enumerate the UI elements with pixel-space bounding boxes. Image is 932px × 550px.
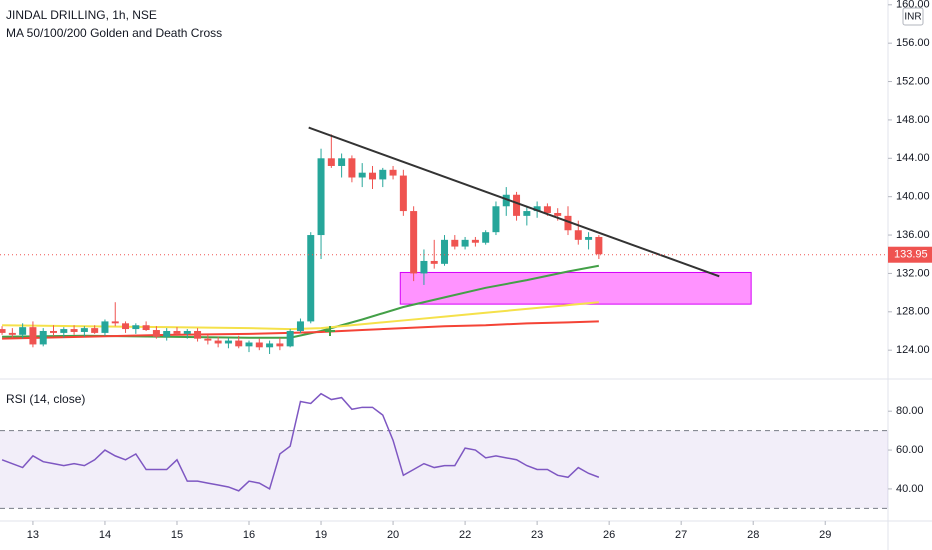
x-tick-label: 29 bbox=[819, 529, 831, 541]
y-tick-label: 60.00 bbox=[896, 444, 924, 456]
x-tick-label: 16 bbox=[243, 529, 255, 541]
candle-body bbox=[523, 211, 531, 216]
candle-body bbox=[163, 330, 171, 337]
x-tick-label: 22 bbox=[459, 529, 471, 541]
y-tick-label: 160.00 bbox=[896, 0, 930, 11]
candle-body bbox=[286, 330, 294, 347]
moving-average bbox=[2, 301, 599, 331]
candle-body bbox=[502, 194, 510, 207]
candle-body bbox=[111, 321, 119, 324]
candle-body bbox=[101, 321, 109, 333]
candle-body bbox=[389, 169, 397, 176]
last-price-box bbox=[888, 246, 932, 263]
y-tick-label: 136.00 bbox=[896, 229, 930, 241]
candle-body bbox=[50, 330, 58, 333]
x-tick-label: 28 bbox=[747, 529, 759, 541]
y-tick-label: 80.00 bbox=[896, 405, 924, 417]
candle-body bbox=[142, 325, 150, 331]
candle-body bbox=[255, 342, 263, 348]
candle-body bbox=[8, 332, 16, 335]
y-tick-label: 152.00 bbox=[896, 75, 930, 87]
candle-body bbox=[19, 327, 27, 335]
y-tick-label: 140.00 bbox=[896, 191, 930, 203]
x-tick-label: 27 bbox=[675, 529, 687, 541]
candle-body bbox=[39, 330, 47, 345]
candle-body bbox=[513, 194, 521, 216]
x-tick-label: 15 bbox=[171, 529, 183, 541]
candle-body bbox=[173, 330, 181, 334]
candle-body bbox=[358, 172, 366, 178]
candle-body bbox=[348, 158, 356, 178]
candle-body bbox=[183, 330, 191, 334]
candle-body bbox=[451, 239, 459, 247]
candle-body bbox=[585, 236, 593, 240]
support-zone bbox=[399, 271, 752, 305]
candle-body bbox=[91, 328, 99, 333]
candle-body bbox=[327, 158, 335, 166]
chart-title: JINDAL DRILLING, 1h, NSE bbox=[6, 8, 157, 22]
candle-body bbox=[338, 158, 346, 166]
candle-body bbox=[245, 342, 253, 347]
candle-body bbox=[492, 206, 500, 233]
candle-body bbox=[533, 206, 541, 212]
candle-body bbox=[430, 260, 438, 264]
candle-body bbox=[471, 239, 479, 243]
last-price-label: 133.95 bbox=[894, 249, 928, 261]
candle-body bbox=[122, 323, 130, 330]
candle-body bbox=[0, 329, 6, 333]
candle-body bbox=[482, 232, 490, 243]
x-tick-label: 14 bbox=[99, 529, 111, 541]
candle-body bbox=[266, 343, 274, 348]
y-tick-label: 148.00 bbox=[896, 114, 930, 126]
candle-body bbox=[317, 158, 325, 236]
y-tick-label: 124.00 bbox=[896, 344, 930, 356]
y-tick-label: 132.00 bbox=[896, 267, 930, 279]
candle-body bbox=[296, 321, 304, 331]
y-tick-label: 128.00 bbox=[896, 306, 930, 318]
candle-body bbox=[420, 260, 428, 274]
candle-body bbox=[60, 329, 68, 333]
x-tick-label: 13 bbox=[27, 529, 39, 541]
candle-body bbox=[29, 327, 37, 345]
candle-body bbox=[132, 325, 140, 330]
y-tick-label: 156.00 bbox=[896, 37, 930, 49]
x-tick-label: 23 bbox=[531, 529, 543, 541]
candle-body bbox=[152, 330, 160, 337]
rsi-line bbox=[1, 392, 600, 492]
y-tick-label: 40.00 bbox=[896, 483, 924, 495]
rsi-title: RSI (14, close) bbox=[6, 392, 85, 406]
candle-body bbox=[595, 236, 603, 255]
candle-body bbox=[235, 340, 243, 347]
candle-body bbox=[554, 212, 562, 216]
x-tick-label: 19 bbox=[315, 529, 327, 541]
candle-body bbox=[410, 211, 418, 274]
candle-body bbox=[564, 215, 572, 231]
candle-body bbox=[543, 206, 551, 213]
rsi-band bbox=[0, 430, 888, 509]
candle-body bbox=[399, 175, 407, 212]
currency: INR bbox=[904, 12, 921, 23]
candle-body bbox=[70, 329, 78, 332]
x-tick-label: 26 bbox=[603, 529, 615, 541]
currency-badge bbox=[902, 7, 924, 26]
candle-body bbox=[368, 172, 376, 180]
candle-body bbox=[214, 340, 222, 344]
candle-body bbox=[224, 340, 232, 344]
candle-body bbox=[194, 330, 202, 339]
y-tick-label: 144.00 bbox=[896, 152, 930, 164]
golden-cross-marker bbox=[325, 326, 335, 336]
candle-body bbox=[204, 338, 212, 341]
candle-body bbox=[276, 343, 284, 347]
candle-body bbox=[574, 230, 582, 240]
candle-body bbox=[461, 239, 469, 247]
x-tick-label: 20 bbox=[387, 529, 399, 541]
candle-body bbox=[307, 235, 315, 322]
trendline bbox=[308, 126, 720, 278]
candle-body bbox=[80, 328, 88, 332]
chart-subtitle: MA 50/100/200 Golden and Death Cross bbox=[6, 26, 222, 40]
candle-body bbox=[379, 169, 387, 180]
candle-body bbox=[441, 239, 449, 264]
